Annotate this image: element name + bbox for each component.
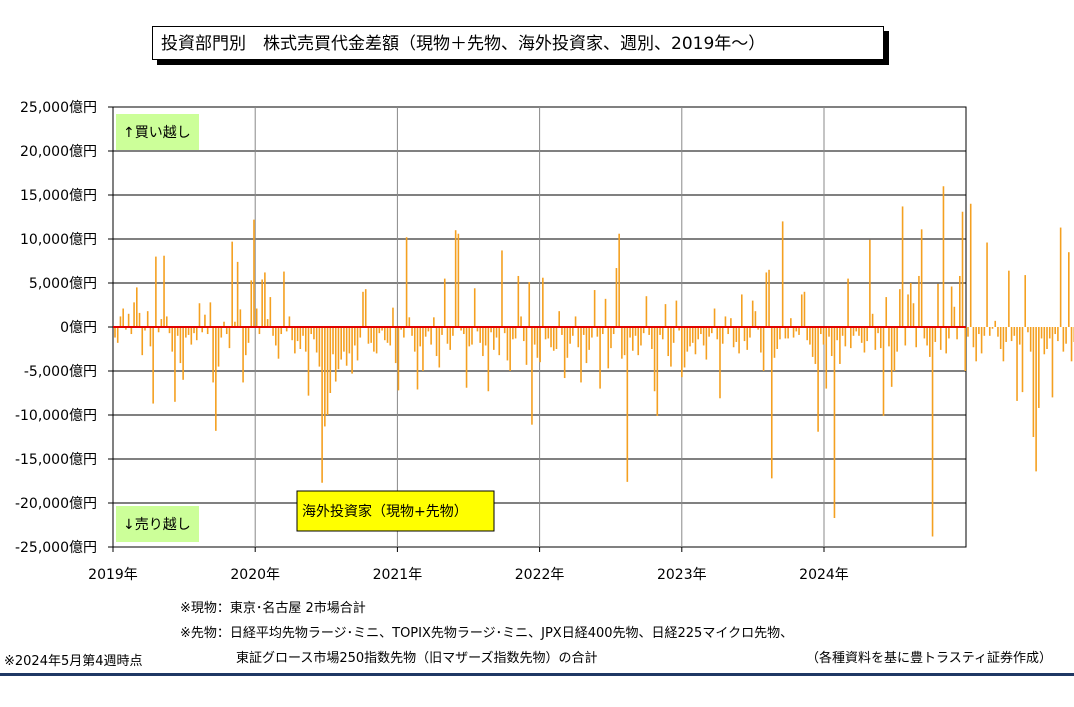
buy-label: ↑買い越し <box>123 125 191 141</box>
annotations: ↑買い越し ↓売り越し 海外投資家（現物+先物） <box>116 114 495 542</box>
note-as-of: ※2024年5月第4週時点 <box>4 654 143 669</box>
y-tick-label: 0億円 <box>60 320 97 336</box>
y-tick-label: -20,000億円 <box>15 496 97 512</box>
x-tick-label: 2020年 <box>230 567 280 583</box>
note-futures-1: ※先物：日経平均先物ラージ･ミニ、TOPIX先物ラージ･ミニ、JPX日経400先… <box>180 626 794 641</box>
y-tick-label: 15,000億円 <box>20 188 97 204</box>
x-tick-label: 2021年 <box>373 567 423 583</box>
x-tick-label: 2019年 <box>88 567 138 583</box>
legend-label: 海外投資家（現物+先物） <box>302 503 468 520</box>
chart-title: 投資部門別 株式売買代金差額（現物＋先物、海外投資家、週別、2019年～） <box>152 26 884 60</box>
sell-label-box <box>116 506 199 542</box>
y-tick-label: -15,000億円 <box>15 452 97 468</box>
y-tick-label: 25,000億円 <box>20 100 97 116</box>
x-tick-label: 2024年 <box>799 567 849 583</box>
x-tick-label: 2022年 <box>515 567 565 583</box>
sell-label: ↓売り越し <box>123 517 191 533</box>
note-futures-2: 東証グロース市場250指数先物（旧マザーズ指数先物）の合計 <box>236 651 598 666</box>
y-axis-ticks: 25,000億円 20,000億円 15,000億円 10,000億円 5,000億円 0… <box>15 100 113 556</box>
x-axis-ticks: 2019年 2020年 2021年 2022年 2023年 2024年 <box>88 547 849 583</box>
x-tick-label: 2023年 <box>657 567 707 583</box>
footer-rule <box>0 673 1074 676</box>
y-tick-label: 5,000億円 <box>29 276 97 292</box>
buy-label-box <box>116 114 199 150</box>
y-tick-label: 20,000億円 <box>20 144 97 160</box>
y-tick-label: -10,000億円 <box>15 408 97 424</box>
y-tick-label: -5,000億円 <box>24 364 97 380</box>
bar-series <box>113 186 1074 537</box>
note-source: （各種資料を基に豊トラスティ証券作成） <box>806 651 1052 666</box>
legend-box <box>296 490 495 532</box>
note-spot: ※現物：東京･名古屋 2市場合計 <box>180 601 366 616</box>
y-tick-label: 10,000億円 <box>20 232 97 248</box>
bar-chart: 25,000億円 20,000億円 15,000億円 10,000億円 5,000億円 0… <box>15 100 1074 583</box>
y-tick-label: -25,000億円 <box>15 540 97 556</box>
